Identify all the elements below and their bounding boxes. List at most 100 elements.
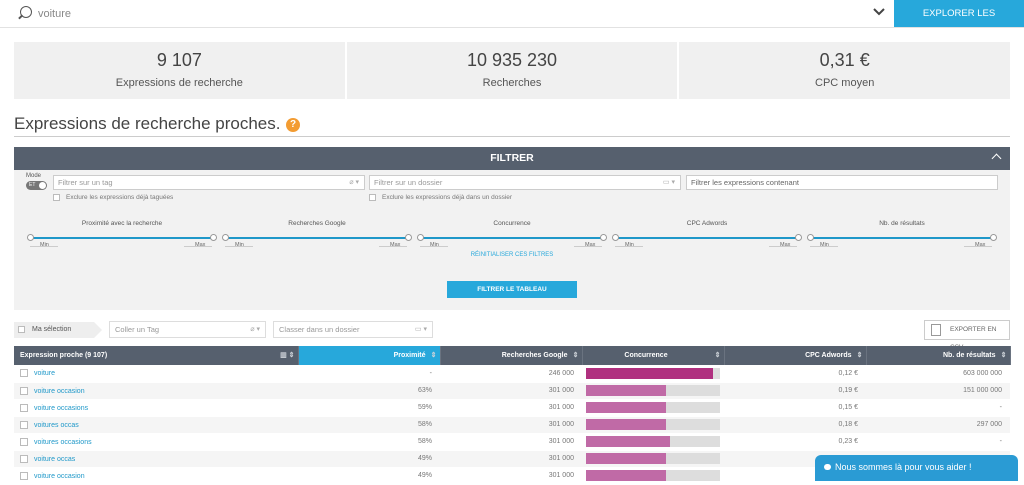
proximity-cell: 49% [298,467,440,485]
export-csv-button[interactable]: EXPORTER EN CSV [924,320,1010,351]
results-cell: 603 000 000 [866,365,1010,383]
proximity-cell: 58% [298,416,440,434]
competition-bar-track [586,367,720,379]
slider-track[interactable] [807,234,997,241]
contains-filter-placeholder: Filtrer les expressions contenant [691,178,799,187]
max-underline [769,246,797,247]
keyword-link[interactable]: voitures occasions [34,438,92,446]
table-row: voitures occasions 58% 301 000 0,23 € - [14,433,1010,451]
keyword-link[interactable]: voiture occas [34,455,76,463]
keyword-cell: voitures occasions [14,433,298,451]
col-header-competition[interactable]: Concurrence ⇕ [582,346,725,365]
sort-icon[interactable]: ⇕ [714,352,721,359]
col-header-label: Expression proche (9 107) [20,352,108,359]
classify-folder-input[interactable]: Classer dans un dossier ▭ ▾ [273,321,433,338]
slider-track[interactable] [27,234,217,241]
row-checkbox[interactable] [20,471,28,480]
sort-icon[interactable]: ⇕ [1000,352,1007,359]
tag-icon: ⌀ ▾ [250,326,260,333]
slider-min-handle[interactable] [807,234,814,241]
folder-filter-input[interactable]: Filtrer sur un dossier ▭ ▾ [369,175,681,190]
slider-max-handle[interactable] [405,234,412,241]
slider-min-handle[interactable] [417,234,424,241]
tag-filter-input[interactable]: Filtrer sur un tag ⌀ ▾ [53,175,365,190]
competition-bar-fill [586,385,667,396]
sort-icon[interactable]: ⇕ [430,352,437,359]
stats-summary: 9 107 Expressions de recherche 10 935 23… [14,42,1011,99]
stat-searches: 10 935 230 Recherches [346,42,678,99]
keywords-table: Expression proche (9 107) ▥ ⇕ Proximité ⇕ … [14,346,1011,485]
table-row: voiture occasion 49% 301 000 [14,467,1010,485]
row-checkbox[interactable] [20,437,28,446]
paste-tag-input[interactable]: Coller un Tag ⌀ ▾ [109,321,266,338]
row-checkbox[interactable] [20,403,28,412]
apply-filter-button[interactable]: FILTRER LE TABLEAU [447,281,577,298]
row-checkbox[interactable] [20,420,28,429]
slider-max-handle[interactable] [600,234,607,241]
reset-filters-link[interactable]: RÉINITIALISER CES FILTRES [470,252,554,258]
stat-value: 10 935 230 [466,50,558,70]
contains-filter-input[interactable]: Filtrer les expressions contenant [686,175,998,190]
keyword-cell: voiture [14,365,298,383]
searches-cell: 301 000 [440,382,582,400]
trash-sort-icon[interactable]: ▥ ⇕ [280,352,295,359]
slider-max-handle[interactable] [210,234,217,241]
col-header-label: Concurrence [624,352,668,359]
slider-max-handle[interactable] [990,234,997,241]
mode-label: Mode [26,173,42,179]
stat-label: Recherches [482,77,542,89]
competition-bar-fill [586,436,671,447]
slider-max-handle[interactable] [795,234,802,241]
mode-toggle[interactable]: ET [26,181,47,190]
slider-track[interactable] [417,234,607,241]
collapse-icon[interactable] [991,153,1002,164]
col-header-proximity[interactable]: Proximité ⇕ [298,346,441,365]
col-header-results[interactable]: Nb. de résultats ⇕ [866,346,1011,365]
row-checkbox[interactable] [20,386,28,395]
searches-cell: 246 000 [440,365,582,383]
sort-icon[interactable]: ⇕ [572,352,579,359]
tag-filter-placeholder: Filtrer sur un tag [58,178,113,187]
cpc-cell: 0,12 € [724,365,866,383]
results-cell: - [866,433,1010,451]
toggle-text: ET [29,182,36,188]
competition-bar-track [586,402,720,413]
filter-title: FILTRER [490,152,534,164]
max-underline [379,246,407,247]
searches-cell: 301 000 [440,467,582,485]
slider-max-label: Max [585,242,596,248]
slider-track[interactable] [222,234,412,241]
stat-value: 0,31 € [819,50,870,70]
slider-min-handle[interactable] [222,234,229,241]
results-cell: 151 000 000 [866,382,1010,400]
folder-icon: ▭ ▾ [662,179,675,186]
row-checkbox[interactable] [20,454,28,463]
competition-bar-track [586,419,720,430]
min-underline [225,246,253,247]
slider-min-handle[interactable] [27,234,34,241]
sort-icon[interactable]: ⇕ [856,352,863,359]
help-icon[interactable]: ? [286,118,300,132]
col-header-cpc[interactable]: CPC Adwords ⇕ [724,346,867,365]
row-checkbox[interactable] [20,369,28,378]
search-input[interactable] [38,6,638,22]
chevron-down-icon[interactable] [873,6,885,18]
select-all-checkbox[interactable] [18,326,25,333]
slider-min-handle[interactable] [612,234,619,241]
keyword-link[interactable]: voiture occasion [34,472,85,480]
explore-searches-button[interactable]: EXPLORER LES RECHERCHES [894,0,1024,46]
col-header-expression[interactable]: Expression proche (9 107) ▥ ⇕ [14,346,299,365]
slider-track[interactable] [612,234,802,241]
paste-tag-placeholder: Coller un Tag [115,325,160,334]
col-header-google-searches[interactable]: Recherches Google ⇕ [440,346,583,365]
my-selection-toggle[interactable]: Ma sélection [14,322,102,338]
keyword-link[interactable]: voiture occasions [34,404,89,412]
exclude-folder-checkbox[interactable] [369,194,376,201]
keyword-link[interactable]: voitures occas [34,421,79,429]
slider-min-label: Min [430,242,439,248]
chat-widget-button[interactable]: Nous sommes là pour vous aider ! [815,455,1018,481]
keyword-link[interactable]: voiture occasion [34,387,85,395]
exclude-tagged-checkbox[interactable] [53,194,60,201]
filter-header[interactable]: FILTRER [14,147,1010,170]
keyword-link[interactable]: voiture [34,370,56,378]
